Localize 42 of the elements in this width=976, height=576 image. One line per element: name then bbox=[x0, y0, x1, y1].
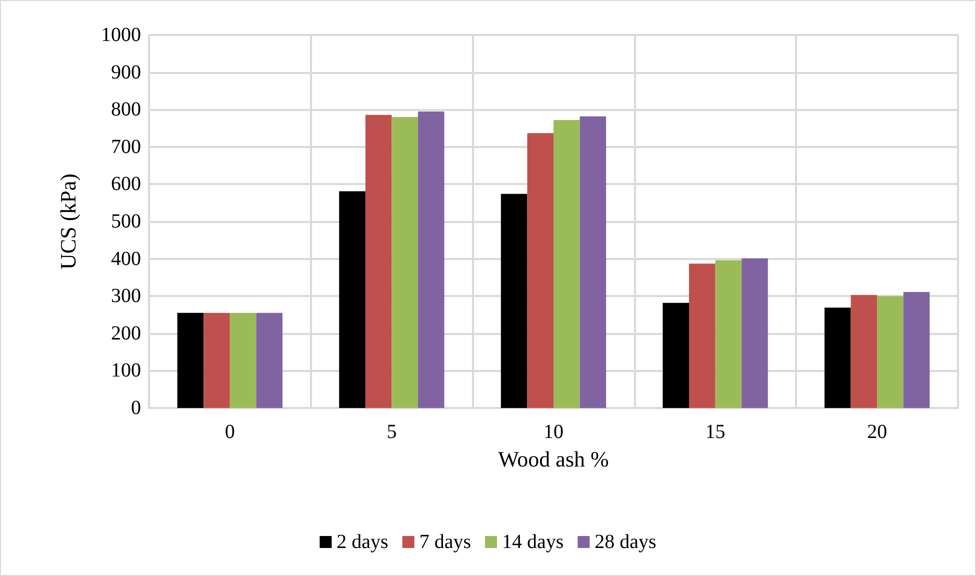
y-tick-label: 900 bbox=[111, 61, 141, 84]
bar bbox=[256, 312, 282, 408]
y-tick-label: 0 bbox=[131, 397, 141, 419]
y-tick-label: 700 bbox=[111, 136, 141, 158]
bar bbox=[230, 312, 256, 408]
y-tick-label: 600 bbox=[111, 173, 141, 196]
legend-label: 2 days bbox=[336, 531, 389, 553]
legend-label: 14 days bbox=[502, 531, 564, 553]
x-tick-label: 15 bbox=[705, 421, 726, 443]
y-tick-label: 300 bbox=[111, 285, 141, 308]
y-tick-label: 400 bbox=[111, 248, 141, 270]
bar bbox=[662, 302, 690, 408]
bar bbox=[500, 194, 528, 408]
y-axis-title: UCS (kPa) bbox=[56, 174, 80, 270]
bar bbox=[689, 264, 716, 408]
bar bbox=[339, 191, 366, 408]
bar bbox=[580, 116, 606, 408]
bar bbox=[365, 114, 392, 408]
y-tick-label: 200 bbox=[111, 322, 141, 344]
bar bbox=[742, 258, 768, 408]
x-tick-label: 5 bbox=[386, 421, 397, 443]
x-tick-label: 10 bbox=[544, 421, 564, 443]
y-tick-label: 1000 bbox=[101, 24, 141, 46]
bar bbox=[204, 312, 230, 408]
x-tick-label: 0 bbox=[224, 421, 235, 443]
bar bbox=[418, 111, 444, 408]
bar bbox=[177, 312, 204, 408]
bar bbox=[554, 120, 580, 408]
legend-label: 7 days bbox=[419, 531, 472, 553]
x-tick-label: 20 bbox=[867, 421, 888, 443]
x-axis-title: Wood ash % bbox=[498, 446, 609, 472]
y-tick-label: 800 bbox=[111, 98, 141, 121]
bar bbox=[877, 296, 904, 408]
bar bbox=[824, 308, 851, 408]
bar bbox=[715, 260, 742, 408]
bar bbox=[850, 294, 878, 408]
legend-label: 28 days bbox=[594, 531, 657, 553]
bar bbox=[392, 117, 418, 408]
y-tick-label: 100 bbox=[111, 360, 141, 382]
bar bbox=[903, 292, 930, 408]
y-tick-label: 500 bbox=[111, 210, 141, 232]
bar bbox=[527, 133, 554, 408]
